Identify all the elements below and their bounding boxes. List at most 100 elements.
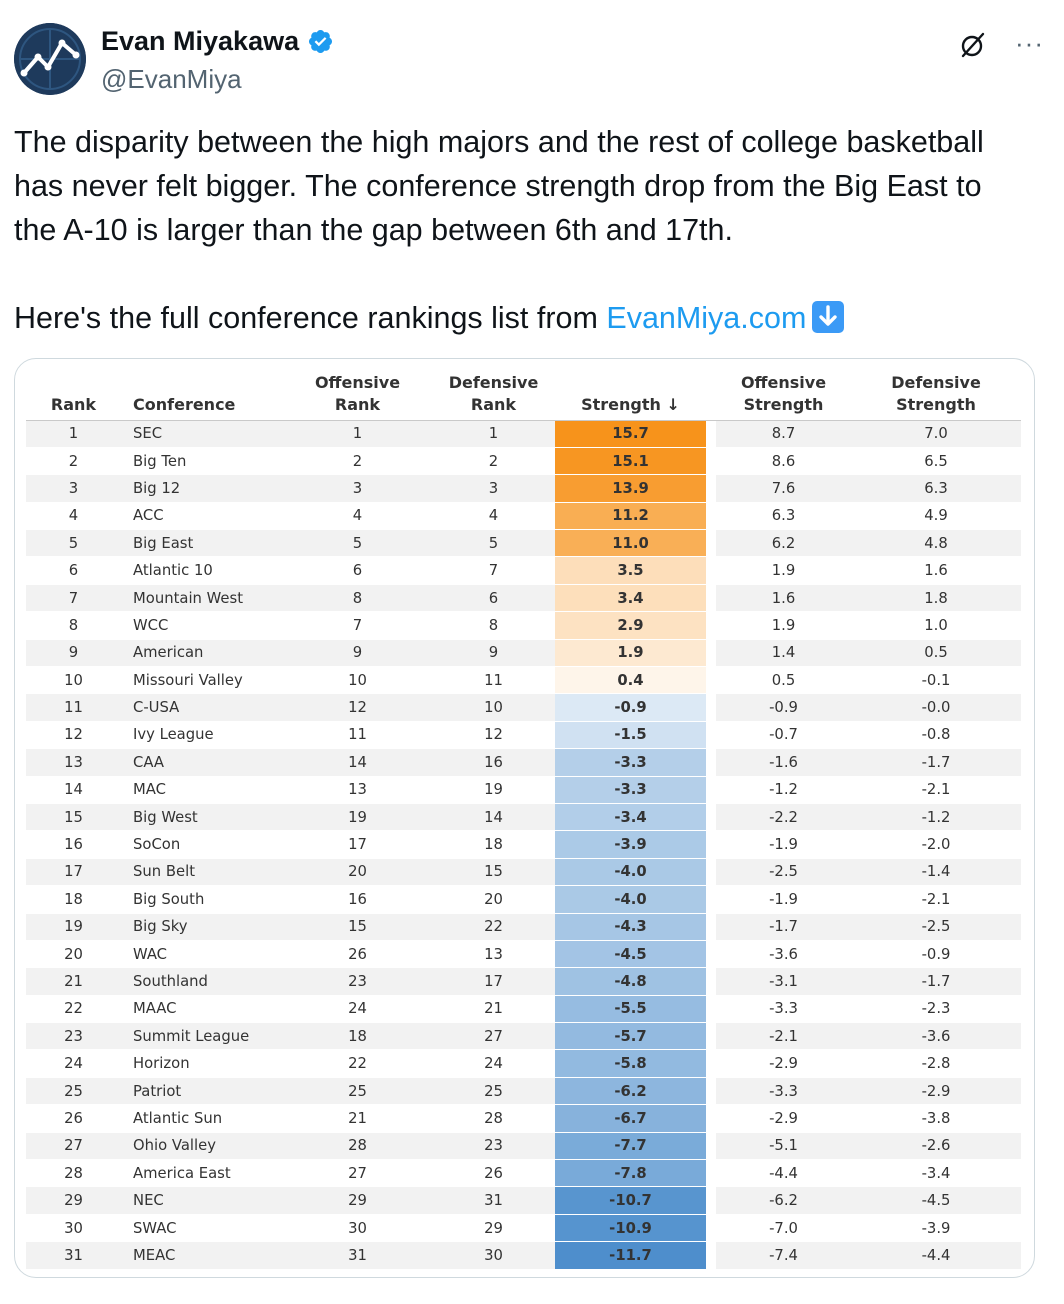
cell-strength: -4.5 bbox=[555, 940, 706, 969]
cell-defensive-strength: 1.6 bbox=[851, 556, 1021, 585]
cell-defensive-rank: 10 bbox=[432, 693, 555, 722]
cell-rank: 16 bbox=[26, 830, 121, 859]
cell-offensive-rank: 1 bbox=[283, 420, 432, 448]
cell-rank: 29 bbox=[26, 1186, 121, 1215]
cell-offensive-strength: -1.9 bbox=[716, 885, 851, 914]
cell-conference: Missouri Valley bbox=[121, 666, 283, 695]
cell-conference: ACC bbox=[121, 502, 283, 531]
cell-offensive-strength: -3.6 bbox=[716, 940, 851, 969]
tweet-line: has never felt bigger. The conference st… bbox=[14, 169, 982, 203]
cell-conference: Sun Belt bbox=[121, 858, 283, 887]
cell-offensive-strength: 8.6 bbox=[716, 447, 851, 476]
media-image-card[interactable]: Rank Conference Offensive Rank Defensive R… bbox=[14, 358, 1035, 1278]
tweet-line: the A-10 is larger than the gap between … bbox=[14, 213, 733, 247]
cell-offensive-rank: 27 bbox=[283, 1159, 432, 1188]
cell-offensive-rank: 25 bbox=[283, 1077, 432, 1106]
table-row: 21 Southland 23 17 -4.8 -3.1 -1.7 bbox=[26, 967, 1021, 996]
cell-defensive-rank: 25 bbox=[432, 1077, 555, 1106]
cell-rank: 14 bbox=[26, 776, 121, 804]
cell-offensive-strength: -1.7 bbox=[716, 913, 851, 941]
cell-defensive-rank: 1 bbox=[432, 420, 555, 448]
cell-offensive-strength: -3.3 bbox=[716, 995, 851, 1024]
cell-offensive-strength: -0.7 bbox=[716, 721, 851, 750]
cell-offensive-strength: -5.1 bbox=[716, 1132, 851, 1161]
cell-defensive-rank: 23 bbox=[432, 1132, 555, 1161]
display-name[interactable]: Evan Miyakawa bbox=[101, 26, 300, 56]
avatar[interactable] bbox=[14, 23, 86, 95]
table-row: 3 Big 12 3 3 13.9 7.6 6.3 bbox=[26, 474, 1021, 503]
cell-offensive-strength: 1.6 bbox=[716, 584, 851, 613]
user-handle[interactable]: @EvanMiya bbox=[101, 64, 242, 94]
cell-strength: -3.3 bbox=[555, 776, 706, 804]
cell-rank: 24 bbox=[26, 1049, 121, 1078]
cell-defensive-strength: -2.0 bbox=[851, 830, 1021, 859]
table-row: 2 Big Ten 2 2 15.1 8.6 6.5 bbox=[26, 447, 1021, 476]
cell-conference: C-USA bbox=[121, 693, 283, 722]
cell-offensive-rank: 9 bbox=[283, 639, 432, 668]
cell-strength: 13.9 bbox=[555, 474, 706, 503]
cell-offensive-rank: 5 bbox=[283, 529, 432, 558]
cell-strength: -1.5 bbox=[555, 721, 706, 750]
tweet-text: The disparity between the high majors an… bbox=[14, 120, 1050, 340]
cell-strength: 0.4 bbox=[555, 666, 706, 695]
cell-rank: 19 bbox=[26, 913, 121, 941]
cell-defensive-rank: 22 bbox=[432, 913, 555, 941]
cell-conference: SEC bbox=[121, 420, 283, 448]
cell-rank: 2 bbox=[26, 447, 121, 476]
cell-conference: CAA bbox=[121, 748, 283, 777]
cell-conference: Big Ten bbox=[121, 447, 283, 476]
cell-offensive-rank: 22 bbox=[283, 1049, 432, 1078]
cell-conference: Ivy League bbox=[121, 721, 283, 750]
cell-rank: 15 bbox=[26, 803, 121, 832]
cell-conference: NEC bbox=[121, 1186, 283, 1215]
cell-conference: WCC bbox=[121, 611, 283, 640]
table-row: 5 Big East 5 5 11.0 6.2 4.8 bbox=[26, 529, 1021, 558]
tweet-header: Evan Miyakawa @EvanMiya ··· bbox=[14, 20, 1050, 100]
table-row: 24 Horizon 22 24 -5.8 -2.9 -2.8 bbox=[26, 1049, 1021, 1078]
cell-strength: -6.7 bbox=[555, 1104, 706, 1133]
grok-icon[interactable] bbox=[958, 30, 988, 60]
cell-rank: 30 bbox=[26, 1214, 121, 1243]
cell-rank: 5 bbox=[26, 529, 121, 558]
cell-offensive-rank: 29 bbox=[283, 1186, 432, 1215]
cell-offensive-strength: 1.4 bbox=[716, 639, 851, 668]
cell-defensive-rank: 12 bbox=[432, 721, 555, 750]
cell-defensive-rank: 14 bbox=[432, 803, 555, 832]
cell-defensive-rank: 21 bbox=[432, 995, 555, 1024]
table-row: 28 America East 27 26 -7.8 -4.4 -3.4 bbox=[26, 1159, 1021, 1188]
cell-defensive-rank: 28 bbox=[432, 1104, 555, 1133]
cell-offensive-rank: 7 bbox=[283, 611, 432, 640]
cell-offensive-strength: -2.5 bbox=[716, 858, 851, 887]
cell-rank: 25 bbox=[26, 1077, 121, 1106]
cell-offensive-strength: -3.3 bbox=[716, 1077, 851, 1106]
tweet-line: The disparity between the high majors an… bbox=[14, 125, 984, 159]
cell-rank: 3 bbox=[26, 474, 121, 503]
table-row: 19 Big Sky 15 22 -4.3 -1.7 -2.5 bbox=[26, 913, 1021, 941]
cell-strength: -7.7 bbox=[555, 1132, 706, 1161]
cell-conference: Big Sky bbox=[121, 913, 283, 941]
cell-rank: 22 bbox=[26, 995, 121, 1024]
cell-offensive-rank: 17 bbox=[283, 830, 432, 859]
cell-strength: -11.7 bbox=[555, 1241, 706, 1270]
cell-offensive-strength: -1.6 bbox=[716, 748, 851, 777]
more-options-icon[interactable]: ··· bbox=[1015, 28, 1044, 58]
table-row: 13 CAA 14 16 -3.3 -1.6 -1.7 bbox=[26, 748, 1021, 777]
cell-strength: -4.3 bbox=[555, 913, 706, 941]
cell-offensive-rank: 10 bbox=[283, 666, 432, 695]
cell-conference: SoCon bbox=[121, 830, 283, 859]
tweet-line: Here's the full conference rankings list… bbox=[14, 296, 1050, 340]
cell-defensive-rank: 16 bbox=[432, 748, 555, 777]
table-row: 30 SWAC 30 29 -10.9 -7.0 -3.9 bbox=[26, 1214, 1021, 1243]
cell-offensive-strength: 0.5 bbox=[716, 666, 851, 695]
cell-defensive-rank: 5 bbox=[432, 529, 555, 558]
evanmiya-link[interactable]: EvanMiya.com bbox=[606, 301, 807, 335]
cell-offensive-rank: 13 bbox=[283, 776, 432, 804]
cell-defensive-strength: -1.4 bbox=[851, 858, 1021, 887]
cell-rank: 1 bbox=[26, 420, 121, 448]
cell-strength: 3.4 bbox=[555, 584, 706, 613]
cell-defensive-rank: 30 bbox=[432, 1241, 555, 1270]
cell-offensive-rank: 19 bbox=[283, 803, 432, 832]
cell-defensive-strength: -3.9 bbox=[851, 1214, 1021, 1243]
col-header-offensive-strength: Offensive Strength bbox=[716, 364, 851, 421]
cell-rank: 28 bbox=[26, 1159, 121, 1188]
